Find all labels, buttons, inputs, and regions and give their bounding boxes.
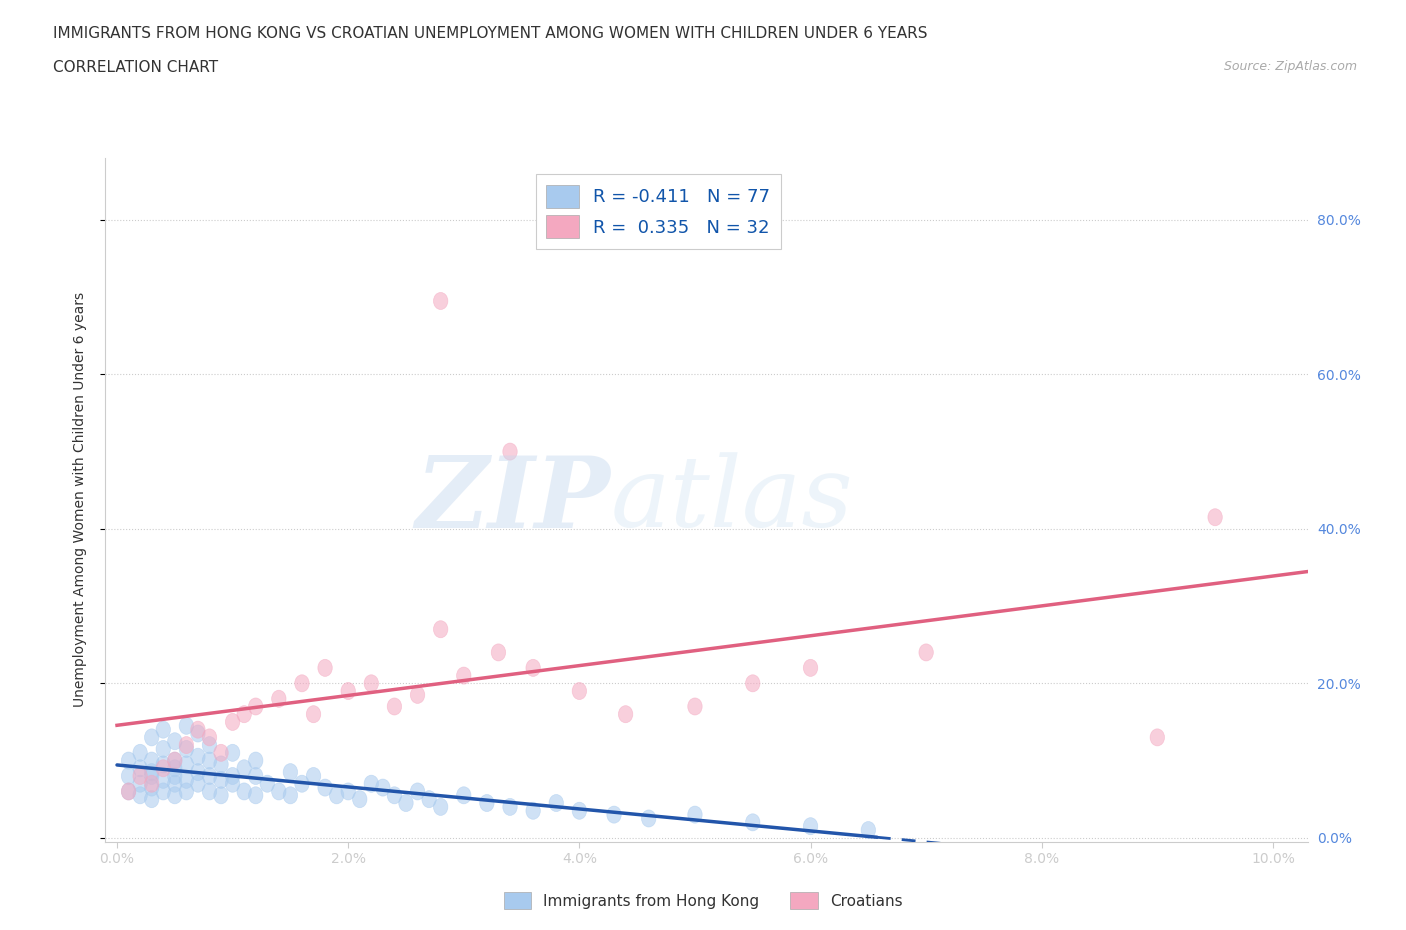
Text: CORRELATION CHART: CORRELATION CHART	[53, 60, 218, 75]
Legend: Immigrants from Hong Kong, Croatians: Immigrants from Hong Kong, Croatians	[498, 886, 908, 915]
Text: Source: ZipAtlas.com: Source: ZipAtlas.com	[1223, 60, 1357, 73]
Legend: R = -0.411   N = 77, R =  0.335   N = 32: R = -0.411 N = 77, R = 0.335 N = 32	[536, 174, 782, 249]
Text: ZIP: ZIP	[415, 452, 610, 548]
Y-axis label: Unemployment Among Women with Children Under 6 years: Unemployment Among Women with Children U…	[73, 292, 87, 708]
Text: IMMIGRANTS FROM HONG KONG VS CROATIAN UNEMPLOYMENT AMONG WOMEN WITH CHILDREN UND: IMMIGRANTS FROM HONG KONG VS CROATIAN UN…	[53, 26, 928, 41]
Text: atlas: atlas	[610, 452, 853, 548]
